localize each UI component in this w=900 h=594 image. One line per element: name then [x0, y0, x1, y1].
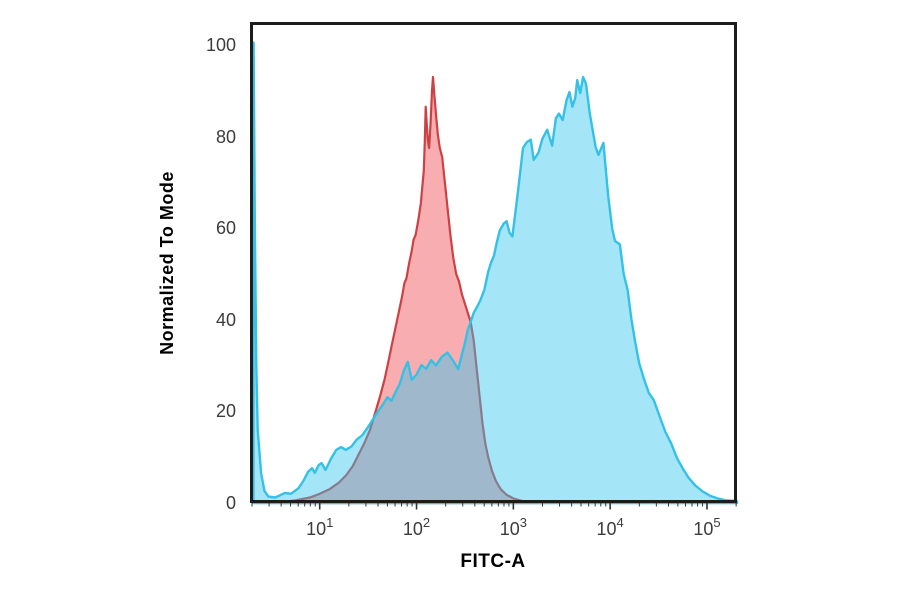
x-axis-label: FITC-A — [460, 551, 526, 572]
x-tick-label: 102 — [402, 515, 431, 539]
y-tick-label: 20 — [215, 401, 236, 422]
x-tick-label: 101 — [306, 515, 334, 539]
y-tick-label: 40 — [215, 309, 236, 330]
x-tick-label: 105 — [693, 515, 721, 539]
plot-area — [250, 22, 739, 510]
x-tick-label: 104 — [596, 515, 624, 539]
blue-histogram-area — [252, 41, 739, 505]
histogram-svg — [250, 22, 739, 510]
y-tick-label: 0 — [225, 493, 236, 513]
x-axis-tick-marks — [251, 503, 737, 510]
x-tick-label: 103 — [499, 515, 527, 539]
plot-border — [250, 22, 737, 503]
y-tick-label: 80 — [215, 126, 236, 147]
y-tick-label: 60 — [215, 218, 236, 239]
red-histogram-area — [279, 75, 544, 505]
y-tick-label: 100 — [205, 34, 236, 55]
y-axis-label: Normalized To Mode — [157, 171, 177, 355]
